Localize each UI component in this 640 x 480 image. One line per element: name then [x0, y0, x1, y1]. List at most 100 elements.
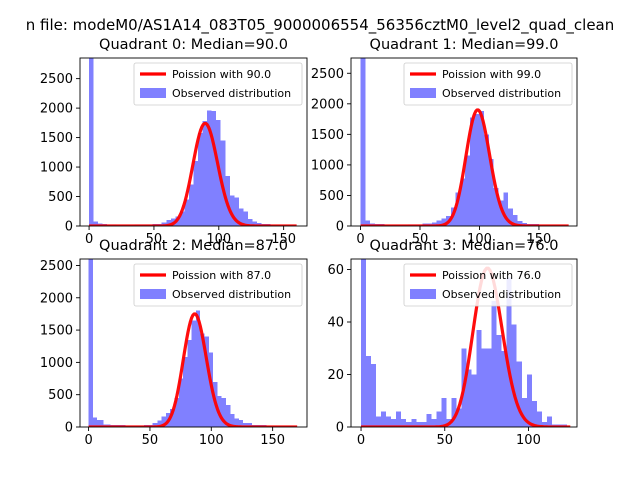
histogram-bar	[411, 419, 417, 427]
x-tick-label: 0	[84, 433, 92, 448]
histogram-bar	[451, 398, 457, 427]
histogram-bar	[92, 417, 98, 427]
legend-box	[403, 62, 573, 106]
y-tick-label: 1000	[40, 161, 73, 176]
histogram-bar	[234, 197, 239, 226]
legend-label-observed: Observed distribution	[172, 87, 291, 100]
legend: Poission with 87.0 Observed distribution	[133, 263, 303, 307]
y-tick-label: 1500	[311, 128, 344, 143]
legend-box	[133, 62, 303, 106]
histogram-bar	[426, 413, 432, 427]
histogram-bar	[486, 348, 492, 427]
legend-box	[133, 263, 303, 307]
histogram-bar	[496, 335, 502, 427]
histogram-bar	[416, 421, 422, 427]
histogram-bar	[436, 220, 442, 226]
y-tick-label: 500	[48, 190, 73, 205]
figure-suptitle: n file: modeM0/AS1A14_083T05_9000006554_…	[26, 16, 615, 35]
histogram-bar	[184, 199, 189, 226]
y-tick-label: 1500	[40, 324, 73, 339]
x-tick-label: 150	[271, 232, 296, 247]
legend-label-poisson: Poission with 76.0	[442, 269, 541, 282]
x-tick-label: 100	[467, 232, 492, 247]
histogram-bar	[401, 419, 407, 427]
histogram-bar	[501, 350, 507, 427]
histogram-bar	[183, 357, 188, 427]
subplot-title: Quadrant 3: Median=76.0	[370, 238, 559, 254]
y-tick-label: 40	[327, 316, 344, 331]
y-tick-label: 500	[48, 388, 73, 403]
histogram-bar	[531, 400, 537, 427]
histogram-bar	[243, 423, 252, 427]
histogram-bar	[238, 419, 244, 427]
axes-frame	[350, 57, 578, 227]
legend-swatch-hist	[410, 289, 436, 299]
plot-area	[360, 58, 570, 226]
y-tick-label: 2500	[311, 67, 344, 82]
legend-swatch-hist	[140, 289, 166, 299]
axes-frame	[350, 258, 578, 428]
histogram-bar	[493, 188, 499, 226]
x-tick-label: 50	[142, 433, 159, 448]
legend-label-poisson: Poission with 99.0	[442, 68, 541, 81]
legend-label-poisson: Poission with 87.0	[172, 269, 271, 282]
x-tick-label: 100	[206, 232, 231, 247]
histogram-bar	[204, 336, 209, 427]
histogram-bar	[152, 423, 158, 427]
subplot-title: Quadrant 1: Median=99.0	[370, 37, 559, 53]
histogram-bar	[361, 259, 367, 427]
histogram-bar	[247, 218, 253, 226]
histogram-bar	[157, 420, 162, 427]
histogram-bar	[521, 398, 527, 427]
histogram-bar	[238, 208, 244, 226]
histogram-bar	[498, 200, 504, 226]
histogram-bar	[257, 222, 262, 226]
histogram-bar	[421, 421, 427, 427]
histogram-bar	[516, 361, 522, 427]
y-tick-label: 60	[327, 263, 344, 278]
x-tick-label: 100	[199, 433, 224, 448]
histogram-bar	[221, 397, 227, 427]
x-tick-label: 0	[357, 433, 365, 448]
histogram-bar	[465, 155, 470, 226]
legend: Poission with 99.0 Observed distribution	[403, 62, 573, 106]
histogram-bar	[391, 419, 397, 427]
y-tick-label: 0	[65, 220, 73, 235]
legend-swatch-hist	[410, 88, 436, 98]
histogram-bar	[436, 411, 442, 427]
subplot-title: Quadrant 0: Median=90.0	[99, 37, 288, 53]
x-tick-label: 0	[85, 232, 93, 247]
x-tick-label: 50	[146, 232, 163, 247]
y-tick-label: 500	[319, 189, 344, 204]
histogram-bar	[191, 320, 196, 427]
poisson-curve	[88, 312, 298, 427]
histogram-bar	[207, 110, 212, 226]
histogram-bar	[230, 414, 235, 427]
poisson-curve	[361, 266, 571, 427]
legend-label-observed: Observed distribution	[442, 288, 561, 301]
histogram-bar	[479, 111, 485, 226]
histogram-bar	[161, 416, 166, 427]
legend-label-poisson: Poission with 90.0	[172, 68, 271, 81]
y-tick-label: 2500	[40, 259, 73, 274]
subplot-quadrant-3: 0 50 100 0 20 40 60 Poission with 76.0 Observed …	[327, 238, 578, 448]
histogram-bar	[243, 211, 248, 226]
y-tick-label: 20	[327, 368, 344, 383]
x-tick-label: 50	[412, 232, 429, 247]
histogram-bar	[200, 333, 205, 427]
histogram-bar	[166, 220, 171, 226]
axes-frame	[79, 57, 308, 227]
histogram-bar	[456, 408, 462, 427]
histogram-bar	[441, 218, 447, 226]
histogram-bar	[386, 416, 392, 427]
histogram-bar	[541, 421, 547, 427]
histogram-bar	[481, 348, 487, 427]
y-tick-label: 1000	[40, 356, 73, 371]
histogram-bar	[360, 58, 366, 226]
y-tick-label: 0	[336, 220, 344, 235]
histogram-bar	[252, 221, 258, 226]
histogram-bar	[431, 222, 437, 226]
histogram-bar	[508, 208, 513, 226]
